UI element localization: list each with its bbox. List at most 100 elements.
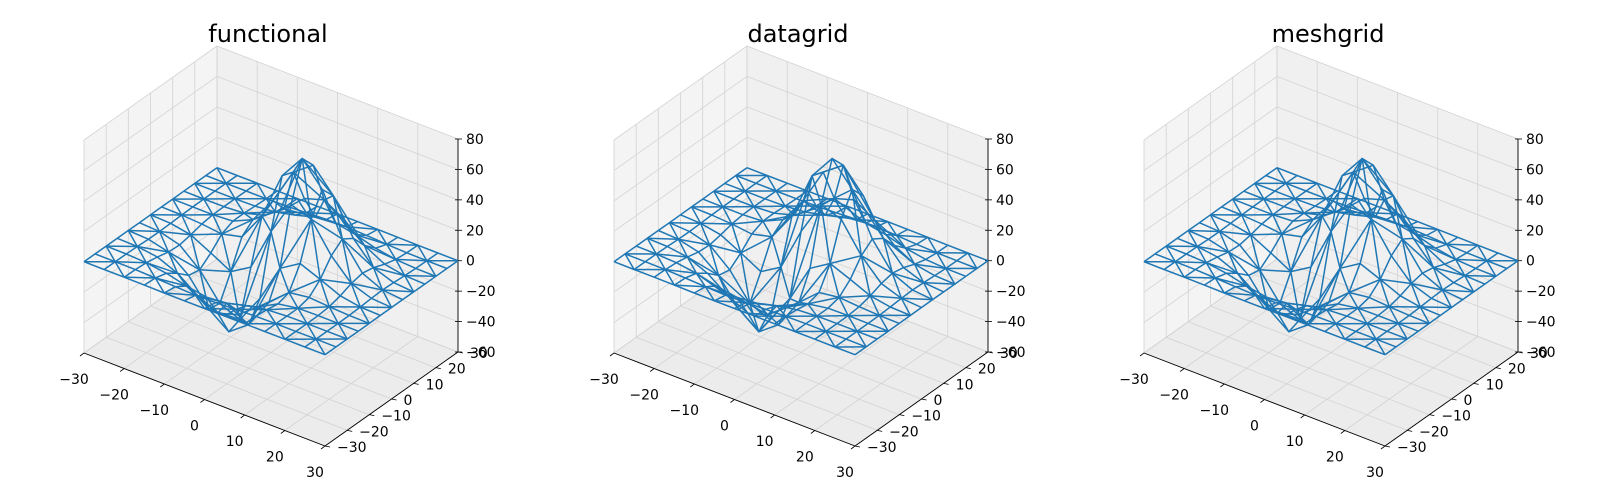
wire-diagonal: [695, 272, 707, 288]
x-tick-label: −30: [59, 372, 89, 388]
wire-diagonal: [1290, 271, 1301, 320]
wire-diagonal: [1464, 274, 1496, 278]
z-tick-label: −40: [996, 315, 1026, 331]
wire-diagonal: [1286, 302, 1318, 308]
x-tick-label: −30: [589, 372, 619, 388]
wire-diagonal: [194, 294, 206, 309]
wire-diagonal: [217, 302, 228, 314]
subplot-datagrid: −30−20−100102030−30−20−100102030−60−40−2…: [589, 20, 1025, 478]
wire-diagonal: [360, 306, 392, 309]
wire-diagonal: [1227, 251, 1239, 274]
wire-diagonal: [320, 278, 352, 285]
wire-diagonal: [1379, 279, 1390, 307]
wire-diagonal: [776, 303, 808, 307]
y-tick-label: 30: [470, 346, 488, 362]
wire-diagonal: [1352, 171, 1385, 201]
wire-diagonal: [1361, 158, 1394, 197]
x-tick-mark: [1380, 445, 1386, 450]
wire-diagonal: [288, 292, 299, 309]
wire-diagonal: [860, 255, 893, 274]
wire-diagonal: [226, 302, 237, 310]
wire-diagonal: [1366, 212, 1398, 215]
wire-diagonal: [646, 237, 657, 255]
wire-diagonal: [1397, 323, 1408, 340]
wire-diagonal: [1197, 245, 1229, 253]
wire-diagonal: [798, 301, 809, 305]
wire-diagonal: [1383, 199, 1417, 236]
wire-diagonal: [1215, 277, 1247, 287]
wire-diagonal: [1357, 305, 1390, 309]
wire-diagonal: [382, 289, 414, 293]
grid-line: [1143, 45, 1519, 141]
wire-diagonal: [740, 252, 751, 304]
wire-diagonal: [1259, 269, 1291, 273]
wire-diagonal: [275, 323, 286, 340]
wire-diagonal: [758, 298, 791, 333]
wire-diagonal: [114, 261, 125, 278]
wire-diagonal: [315, 338, 326, 356]
wire-diagonal: [1219, 230, 1251, 236]
wire-diagonal: [1255, 294, 1287, 304]
wire-diagonal: [105, 245, 116, 263]
wire-diagonal: [744, 302, 756, 317]
wire-diagonal: [1357, 307, 1368, 324]
y-tick-mark: [1384, 445, 1391, 448]
wire-diagonal: [771, 200, 804, 238]
subplot-title: datagrid: [747, 20, 848, 48]
x-tick-mark: [1139, 352, 1145, 357]
wire-diagonal: [851, 189, 885, 239]
wire-diagonal: [323, 199, 357, 236]
wire-diagonal: [426, 260, 437, 277]
wire-diagonal: [359, 306, 370, 324]
grid-line: [83, 75, 459, 171]
wire-diagonal: [194, 183, 205, 200]
x-tick-mark: [730, 399, 735, 403]
wire-diagonal: [851, 189, 863, 256]
y-tick-mark: [391, 398, 397, 401]
z-tick-label: 80: [1526, 132, 1544, 148]
wire-diagonal: [270, 158, 303, 232]
wire-diagonal: [668, 222, 680, 240]
wire-diagonal: [372, 267, 384, 291]
wire-diagonal: [248, 267, 281, 325]
wire-diagonal: [905, 247, 937, 254]
y-tick-mark: [347, 429, 353, 432]
wire-diagonal: [655, 253, 666, 270]
grid-line: [613, 136, 989, 232]
wire-diagonal: [1477, 244, 1488, 262]
y-tick-label: −30: [1397, 440, 1427, 456]
y-tick-label: 10: [426, 377, 444, 393]
wire-diagonal: [261, 215, 272, 232]
wire-diagonal: [328, 306, 339, 324]
z-tick-label: 20: [466, 223, 484, 239]
wire-diagonal: [155, 277, 187, 287]
wire-diagonal: [395, 258, 427, 262]
wire-diagonal: [158, 231, 170, 253]
x-tick-label: 30: [836, 465, 854, 478]
wire-diagonal: [923, 281, 955, 285]
wire-diagonal: [815, 205, 826, 216]
wire-diagonal: [127, 230, 138, 247]
wire-line-y: [774, 188, 909, 325]
wire-diagonal: [829, 254, 862, 265]
wire-diagonal: [377, 229, 388, 245]
wire-diagonal: [870, 295, 902, 300]
wire-diagonal: [718, 274, 751, 305]
x-tick-mark: [79, 352, 85, 357]
wire-diagonal: [740, 236, 773, 254]
wire-diagonal: [839, 295, 871, 299]
y-tick-label: −10: [381, 409, 411, 425]
wire-diagonal: [927, 236, 938, 254]
wire-diagonal: [266, 307, 299, 311]
wire-diagonal: [892, 272, 924, 284]
wire-diagonal: [1406, 226, 1438, 231]
wire-diagonal: [226, 302, 258, 308]
y-tick-mark: [877, 429, 883, 432]
wire-diagonal: [243, 212, 254, 221]
wire-line-y: [1203, 190, 1338, 286]
x-tick-label: 0: [190, 419, 199, 435]
wire-line-y: [264, 236, 399, 333]
wire-diagonal: [212, 214, 223, 235]
wire-diagonal: [306, 212, 338, 215]
wire-diagonal: [1326, 307, 1359, 311]
